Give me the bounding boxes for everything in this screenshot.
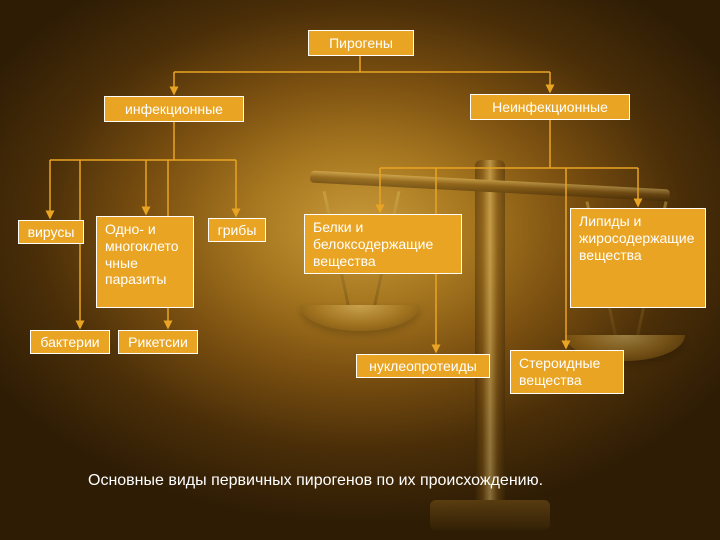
node-infectious: инфекционные bbox=[104, 96, 244, 122]
node-label: Белки и белоксодержащие вещества bbox=[313, 219, 453, 269]
diagram-caption: Основные виды первичных пирогенов по их … bbox=[88, 472, 543, 490]
node-label: Пирогены bbox=[329, 35, 393, 52]
node-label: Стероидные вещества bbox=[519, 355, 615, 389]
caption-text: Основные виды первичных пирогенов по их … bbox=[88, 472, 543, 489]
node-steroids: Стероидные вещества bbox=[510, 350, 624, 394]
node-label: бактерии bbox=[40, 334, 99, 351]
node-noninfect: Неинфекционные bbox=[470, 94, 630, 120]
slide-stage: Пирогены инфекционные Неинфекционные вир… bbox=[0, 0, 720, 540]
node-label: инфекционные bbox=[125, 101, 223, 118]
node-root: Пирогены bbox=[308, 30, 414, 56]
node-bacteria: бактерии bbox=[30, 330, 110, 354]
node-fungi: грибы bbox=[208, 218, 266, 242]
node-label: Рикетсии bbox=[128, 334, 188, 351]
node-label: грибы bbox=[218, 222, 257, 239]
node-ricket: Рикетсии bbox=[118, 330, 198, 354]
node-viruses: вирусы bbox=[18, 220, 84, 244]
node-parasites: Одно- и многоклеточные паразиты bbox=[96, 216, 194, 308]
node-label: Липиды и жиросодержащие вещества bbox=[579, 213, 697, 263]
node-label: Одно- и многоклеточные паразиты bbox=[105, 221, 185, 288]
node-label: Неинфекционные bbox=[492, 99, 608, 116]
node-label: нуклеопротеиды bbox=[369, 358, 477, 375]
node-nucleo: нуклеопротеиды bbox=[356, 354, 490, 378]
node-lipids: Липиды и жиросодержащие вещества bbox=[570, 208, 706, 308]
node-label: вирусы bbox=[28, 224, 75, 241]
scales-illustration bbox=[300, 140, 680, 520]
node-proteins: Белки и белоксодержащие вещества bbox=[304, 214, 462, 274]
